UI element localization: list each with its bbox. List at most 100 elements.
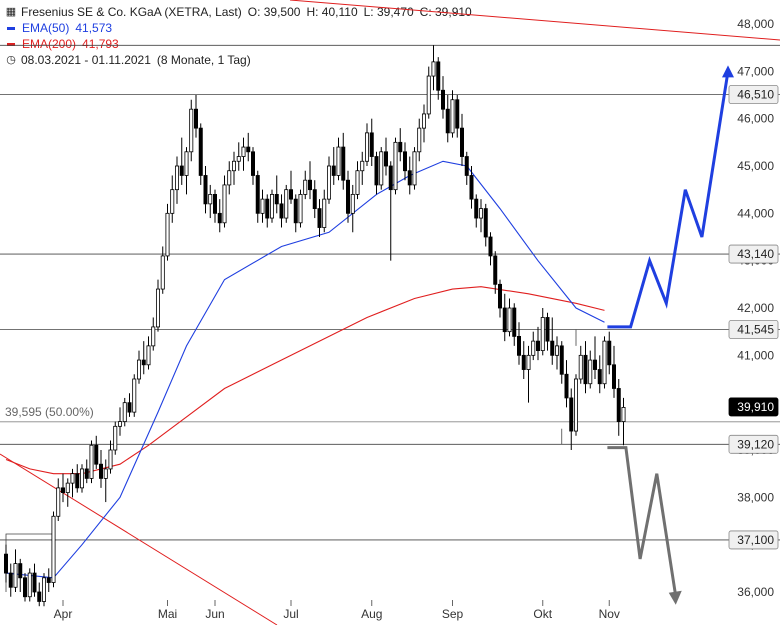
- ema50-line: [5, 160, 605, 579]
- candle-body: [588, 359, 593, 385]
- legend-ema200-label: EMA(200): [22, 37, 77, 51]
- candle-body: [474, 198, 479, 219]
- candle-body: [174, 165, 179, 191]
- candle-body: [203, 175, 208, 205]
- level-price-label: 37,100: [737, 533, 774, 547]
- candle-body: [331, 165, 336, 176]
- candle-body: [4, 553, 9, 574]
- candle-body: [440, 89, 445, 110]
- candle-body: [512, 307, 517, 337]
- candle-body: [345, 179, 350, 214]
- candle-body: [274, 193, 279, 205]
- level-price-label: 46,510: [737, 88, 774, 102]
- candle-body: [51, 515, 56, 583]
- candle-body: [374, 156, 379, 186]
- legend-close: C: 39,910: [419, 5, 472, 19]
- candle-body: [322, 198, 327, 228]
- y-tick-label: 44,000: [737, 206, 774, 220]
- candle-body: [189, 108, 194, 153]
- candle-body: [317, 208, 322, 228]
- candle-body: [436, 61, 441, 91]
- candle-body: [507, 307, 512, 333]
- candle-body: [607, 340, 612, 366]
- candle-body: [336, 146, 341, 176]
- candle-body: [597, 369, 602, 385]
- candle-body: [246, 146, 251, 153]
- candle-body: [61, 487, 66, 494]
- fib-level-label: 39,595 (50.00%): [5, 405, 94, 419]
- candle-body: [536, 340, 541, 351]
- candle-body: [502, 307, 507, 333]
- candle-body: [27, 572, 32, 598]
- candle-body: [108, 449, 113, 470]
- candle-body: [155, 288, 160, 328]
- candle-body: [360, 160, 365, 172]
- y-tick-label: 42,000: [737, 301, 774, 315]
- last-price-label: 39,910: [737, 400, 774, 414]
- candle-body: [469, 175, 474, 200]
- candle-body: [545, 317, 550, 342]
- candle-body: [369, 132, 374, 157]
- candle-body: [559, 345, 564, 375]
- level-price-box: [728, 244, 779, 264]
- legend-ema200-value: 41,793: [82, 37, 119, 51]
- y-tick-label: 38,000: [737, 490, 774, 504]
- candle-body: [103, 468, 108, 479]
- y-tick-label: 41,000: [737, 348, 774, 362]
- candle-body: [341, 146, 346, 181]
- candle-body: [602, 340, 607, 385]
- level-price-box: [728, 85, 779, 104]
- x-tick-label: Aug: [361, 607, 382, 621]
- candle-body: [236, 156, 241, 162]
- candle-body: [37, 591, 42, 602]
- last-price-box: [728, 397, 779, 417]
- chart-legend: ▦ Fresenius SE & Co. KGaA (XETRA, Last) …: [4, 4, 478, 68]
- x-tick-label: Sep: [442, 607, 464, 621]
- y-tick-label: 46,000: [737, 112, 774, 126]
- candle-body: [198, 127, 203, 176]
- legend-ema200-row: EMA(200) 41,793: [4, 36, 478, 52]
- level-price-label: 43,140: [737, 247, 774, 261]
- candle-body: [89, 444, 94, 479]
- candle-body: [569, 397, 574, 432]
- candle-body: [56, 487, 61, 517]
- candle-body: [555, 345, 560, 356]
- ema50-swatch-icon: [7, 26, 15, 30]
- candle-body: [493, 255, 498, 285]
- candle-body: [393, 141, 398, 191]
- candle-body: [32, 572, 37, 593]
- arrow-up-icon: [722, 65, 734, 78]
- candle-body: [260, 198, 265, 214]
- candle-body: [165, 212, 170, 257]
- candle-body: [122, 402, 127, 422]
- legend-ema50-row: EMA(50) 41,573: [4, 20, 478, 36]
- clock-icon: ◷: [6, 54, 16, 66]
- candle-body: [298, 193, 303, 224]
- candle-body: [407, 170, 412, 186]
- candle-body: [383, 151, 388, 167]
- candle-body: [65, 482, 70, 493]
- candle-body: [621, 406, 626, 422]
- candle-body: [279, 203, 284, 219]
- level-price-label: 39,120: [737, 437, 774, 451]
- projection-down-line: [607, 446, 678, 597]
- ema200-swatch-icon: [7, 42, 15, 46]
- candle-body: [75, 473, 80, 489]
- projection-up-line: [607, 71, 730, 329]
- legend-period: (8 Monate, 1 Tag): [156, 53, 251, 67]
- candle-body: [231, 160, 236, 172]
- candle-body: [379, 151, 384, 186]
- candle-body: [574, 378, 579, 432]
- candle-body: [303, 179, 308, 195]
- candle-body: [222, 184, 227, 224]
- x-tick-label: Nov: [599, 607, 620, 621]
- candle-body: [18, 563, 23, 579]
- x-tick-label: Apr: [54, 607, 73, 621]
- candle-body: [459, 127, 464, 157]
- candle-body: [250, 151, 255, 176]
- candle-body: [265, 198, 270, 219]
- candle-body: [450, 99, 455, 134]
- candle-body: [455, 99, 460, 129]
- candle-body: [293, 198, 298, 224]
